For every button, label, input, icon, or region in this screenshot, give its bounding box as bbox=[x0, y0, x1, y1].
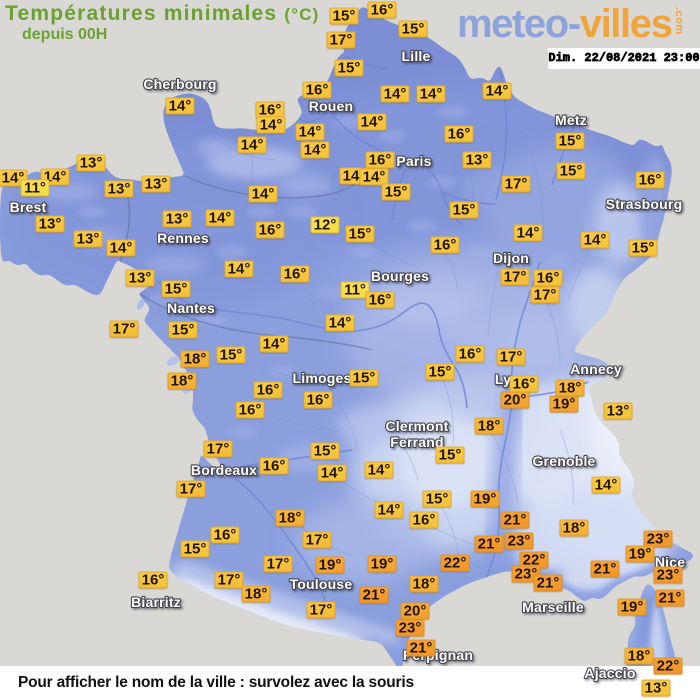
svg-text:Strasbourg: Strasbourg bbox=[606, 196, 683, 212]
svg-text:Cherbourg: Cherbourg bbox=[143, 76, 216, 92]
svg-text:Grenoble: Grenoble bbox=[532, 453, 595, 469]
svg-text:Bourges: Bourges bbox=[371, 268, 429, 284]
svg-text:Rennes: Rennes bbox=[157, 230, 209, 246]
svg-text:Lille: Lille bbox=[401, 48, 430, 64]
svg-text:Dijon: Dijon bbox=[493, 250, 529, 266]
svg-text:Ly: Ly bbox=[495, 371, 511, 387]
svg-text:Nantes: Nantes bbox=[167, 300, 215, 316]
svg-text:Paris: Paris bbox=[396, 153, 431, 169]
svg-text:Metz: Metz bbox=[555, 112, 587, 128]
svg-text:Limoges: Limoges bbox=[293, 370, 352, 386]
svg-text:Clermont: Clermont bbox=[385, 418, 448, 434]
svg-text:Rouen: Rouen bbox=[309, 98, 354, 114]
svg-text:Ajaccio: Ajaccio bbox=[584, 665, 635, 681]
svg-text:Bordeaux: Bordeaux bbox=[191, 462, 257, 478]
svg-text:Toulouse: Toulouse bbox=[290, 576, 353, 592]
svg-text:Marseille: Marseille bbox=[522, 599, 584, 615]
svg-text:Annecy: Annecy bbox=[570, 361, 622, 377]
svg-text:Biarritz: Biarritz bbox=[131, 594, 181, 610]
svg-text:Brest: Brest bbox=[10, 199, 47, 215]
svg-text:Ferrand: Ferrand bbox=[390, 434, 444, 450]
